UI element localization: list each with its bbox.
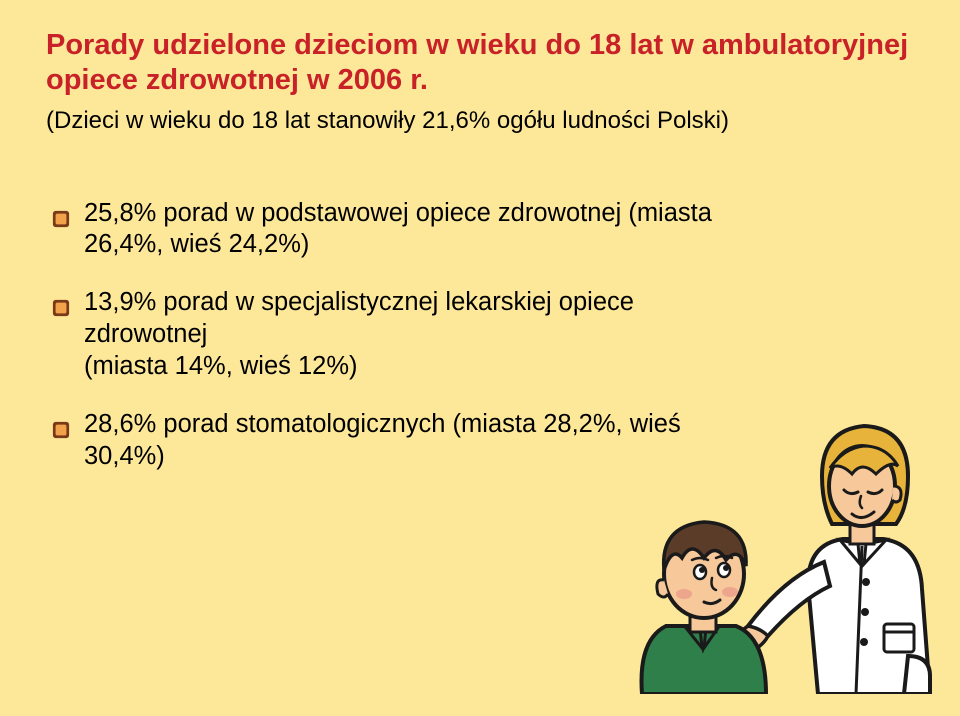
slide-title: Porady udzielone dzieciom w wieku do 18 …: [46, 28, 914, 98]
bullet-icon: [52, 205, 70, 223]
nurse-patient-illustration: [608, 404, 938, 694]
list-item: 13,9% porad w specjalistycznej lekarskie…: [46, 287, 746, 383]
bullet-icon: [52, 294, 70, 312]
bullet-text: 28,6% porad stomatologicznych (miasta 28…: [84, 410, 681, 470]
bullet-icon: [52, 416, 70, 434]
bullet-text: 25,8% porad w podstawowej opiece zdrowot…: [84, 199, 712, 259]
list-item: 25,8% porad w podstawowej opiece zdrowot…: [46, 198, 746, 262]
slide-subtitle: (Dzieci w wieku do 18 lat stanowiły 21,6…: [46, 106, 914, 136]
bullet-text: 13,9% porad w specjalistycznej lekarskie…: [84, 288, 634, 380]
